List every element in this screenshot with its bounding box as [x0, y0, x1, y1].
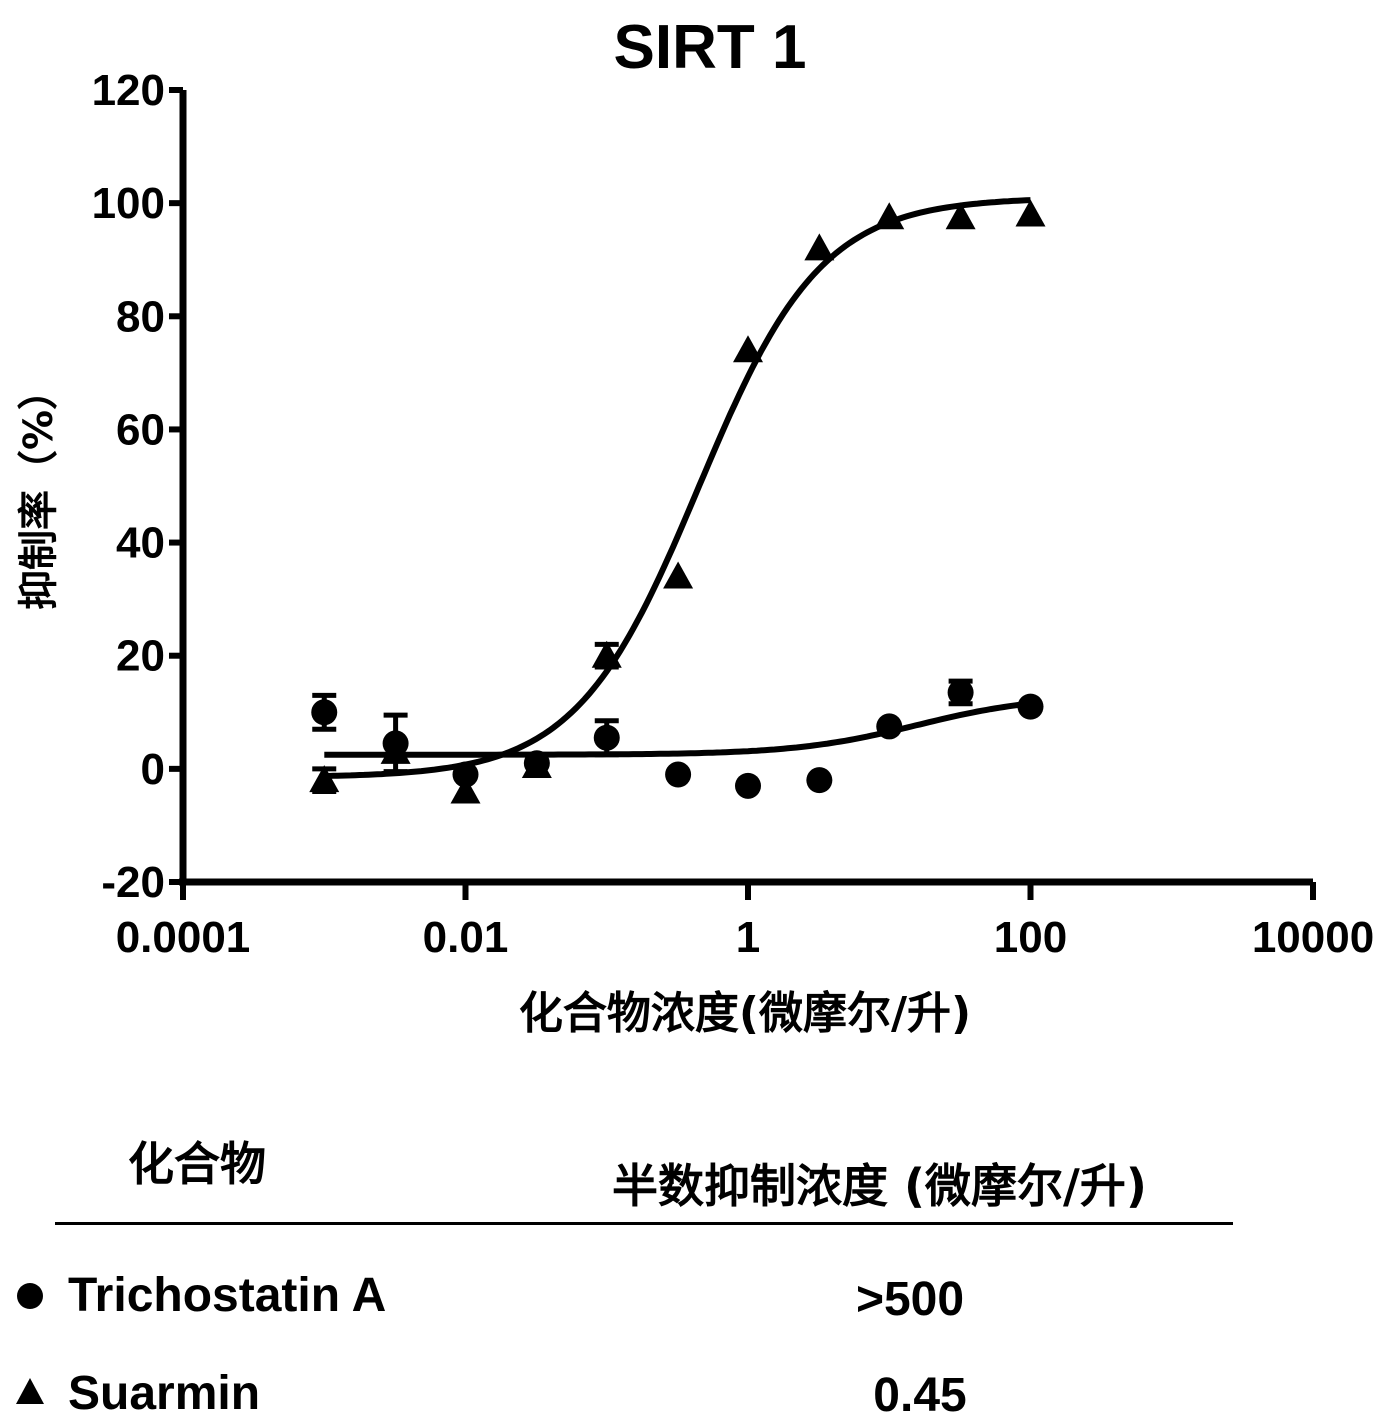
y-tick-label: -20 [101, 858, 165, 907]
data-points [309, 199, 1046, 804]
triangle-marker-icon [16, 1378, 44, 1404]
data-point-triangle [380, 736, 411, 764]
data-point-triangle [945, 202, 976, 230]
data-point-triangle [804, 233, 835, 261]
fit-curve-circle [324, 700, 1031, 758]
data-point-circle [876, 713, 903, 740]
y-axis-label: 抑制率（%） [16, 370, 62, 610]
x-axis-label: 化合物浓度(微摩尔/升) [519, 988, 971, 1039]
data-point-circle [806, 767, 833, 794]
y-tick-label: 40 [116, 519, 165, 568]
x-ticks: 0.0001 0.01 1 100 10000 [116, 882, 1374, 962]
data-point-triangle [591, 640, 622, 668]
data-point-circle [311, 699, 338, 726]
x-tick-label: 0.0001 [116, 913, 251, 962]
y-tick-label: 80 [116, 292, 165, 341]
compound-name: Suarmin [68, 1367, 261, 1420]
table-header-compound: 化合物 [128, 1137, 266, 1191]
compound-name: Trichostatin A [68, 1269, 387, 1322]
data-point-triangle [521, 751, 552, 779]
data-point-triangle [1015, 199, 1046, 227]
fit-curve-triangle [324, 197, 1031, 779]
y-tick-label: 120 [92, 66, 165, 115]
x-tick-label: 10000 [1252, 913, 1374, 962]
data-point-circle [665, 761, 692, 788]
table-header-ic50: 半数抑制浓度 (微摩尔/升) [612, 1159, 1147, 1213]
ic50-value: >500 [855, 1273, 965, 1326]
y-tick-label: 20 [116, 632, 165, 681]
chart-title: SIRT 1 [614, 13, 807, 82]
ic50-chart: SIRT 1 120 100 80 60 40 20 0 -20 0.0001 0.01 1 100… [16, 13, 1374, 1039]
data-point-triangle [309, 765, 340, 793]
fit-curves [324, 197, 1031, 779]
y-tick-label: 100 [92, 179, 165, 228]
data-point-triangle [450, 776, 481, 804]
circle-marker-icon [17, 1283, 43, 1309]
x-tick-label: 0.01 [423, 913, 509, 962]
data-point-triangle [874, 202, 905, 230]
data-point-circle [947, 679, 974, 706]
x-tick-label: 1 [736, 913, 760, 962]
y-tick-label: 60 [116, 405, 165, 454]
y-ticks: 120 100 80 60 40 20 0 -20 [92, 66, 183, 907]
data-point-triangle [663, 561, 694, 589]
data-point-circle [735, 772, 761, 799]
x-tick-label: 100 [994, 913, 1067, 962]
data-point-circle [452, 761, 479, 788]
axes [179, 90, 1313, 886]
data-point-circle [1017, 693, 1044, 720]
data-point-triangle [733, 335, 763, 363]
ic50-value: 0.45 [873, 1369, 967, 1422]
data-point-circle [593, 724, 620, 751]
table-rule [55, 1222, 1233, 1225]
y-tick-label: 0 [141, 745, 165, 794]
